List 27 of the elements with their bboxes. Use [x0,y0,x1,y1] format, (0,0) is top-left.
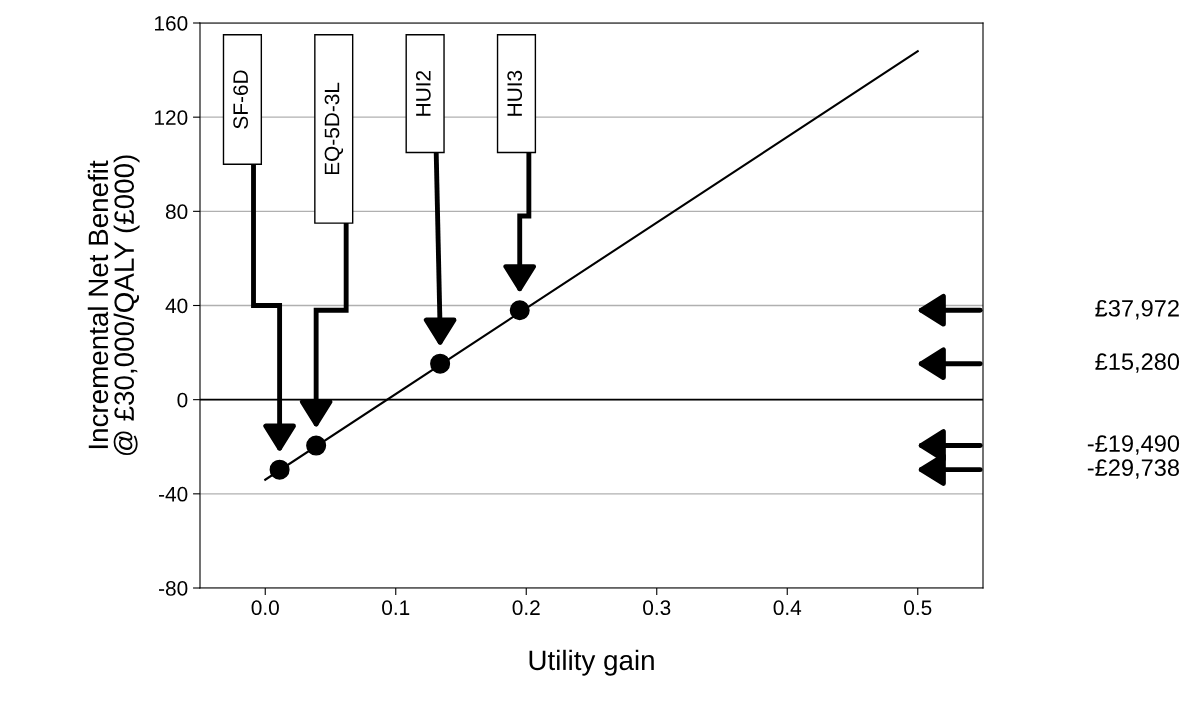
annotation: SF-6D [233,70,248,129]
text: £15,280 [1095,353,1180,373]
y-tick-label: 120 [155,110,188,125]
annotation: HUI3 [507,70,523,116]
y-tick-label: 0 [177,392,188,408]
y-tick-label: -80 [159,581,188,596]
x-tick-label: 0.5 [904,600,932,616]
y-tick-label: -40 [159,486,188,502]
point [509,300,530,321]
y-axis-title: Incremental Net Benefit @ £30,000/QALY (£000) [87,155,140,456]
x-tick-label: 0.3 [643,600,671,616]
text: -£19,490 [1087,435,1180,455]
annotation: EQ-5D-3L [324,82,344,175]
y-tick-label: 80 [165,204,188,220]
annotation: HUI2 [415,70,431,116]
x-axis-title: Utility gain [529,649,654,676]
point [306,435,327,456]
text: -£29,738 [1087,459,1179,479]
y-tick-label: 40 [165,298,188,314]
x-tick-label: 0.1 [382,600,410,616]
x-tick-label: 0.0 [251,600,279,616]
x-tick-label: 0.2 [512,600,540,616]
point [430,353,451,374]
x-tick-label: 0.4 [773,600,802,616]
text: £37,972 [1095,299,1179,320]
point [269,459,290,480]
y-tick-label: 160 [155,16,188,31]
